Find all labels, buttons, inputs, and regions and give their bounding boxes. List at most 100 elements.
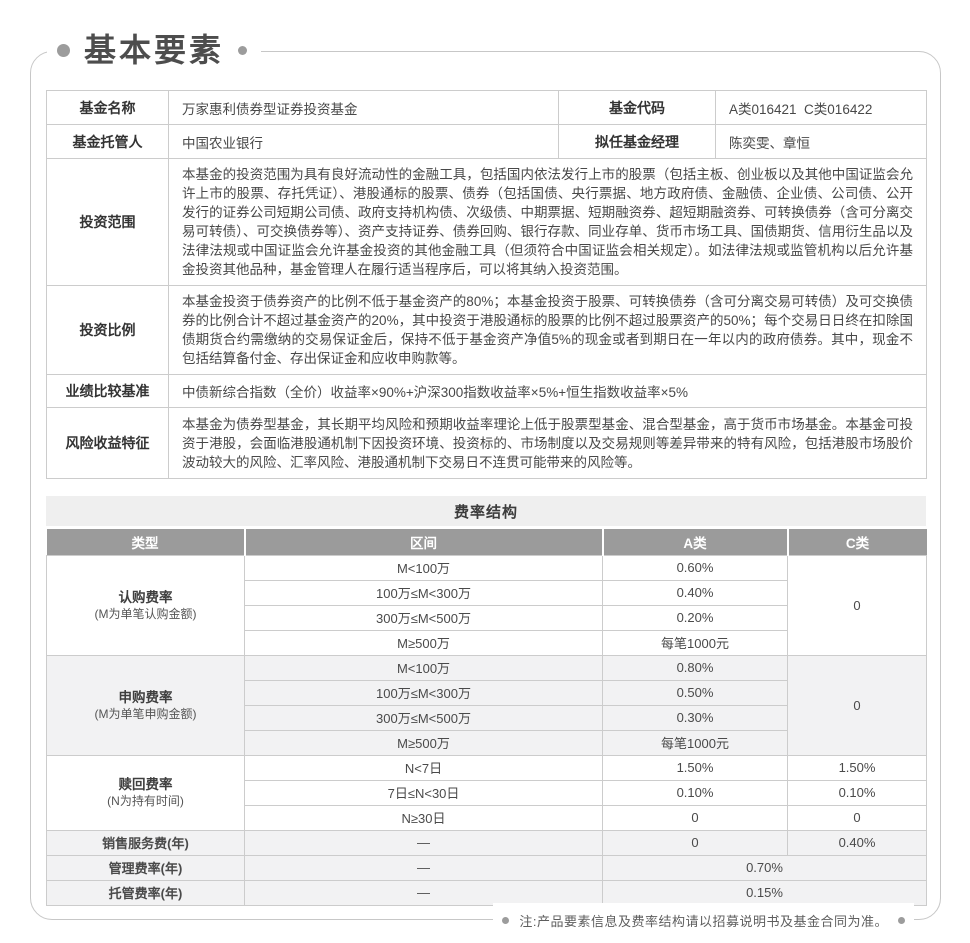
fee-group-sub: (M为单笔申购金额): [94, 706, 197, 721]
fee-group-sub: (N为持有时间): [107, 794, 184, 808]
fee-rate-merged-cell: 0.15%: [602, 879, 927, 906]
scope-text: 本基金的投资范围为具有良好流动性的金融工具，包括国内依法发行上市的股票（包括主板…: [168, 158, 927, 286]
fee-range-cell: M<100万: [244, 554, 603, 581]
fund-name-label: 基金名称: [46, 90, 169, 125]
custodian-value: 中国农业银行: [168, 124, 559, 159]
fee-group-sub: (M为单笔认购金额): [94, 606, 197, 621]
fee-range-cell: —: [244, 829, 603, 856]
fee-range-cell: 100万≤M<300万: [244, 579, 603, 606]
fee-range-cell: —: [244, 854, 603, 881]
page-title: 基本要素: [84, 32, 225, 68]
scope-label: 投资范围: [46, 158, 169, 286]
fee-rate-merged-cell: 0.70%: [602, 854, 927, 881]
benchmark-text: 中债新综合指数（全价）收益率×90%+沪深300指数收益率×5%+恒生指数收益率…: [168, 374, 927, 408]
fee-rate-cell: 0: [602, 804, 788, 831]
fee-table-row: 300万≤M<500万 0.20%: [47, 604, 927, 631]
fee-rate-cell: 0: [602, 829, 788, 856]
fee-structure-title: 费率结构: [46, 496, 926, 526]
ratio-label: 投资比例: [46, 285, 169, 375]
section-title-block: 基本要素: [47, 27, 262, 73]
fee-rate-cell: 0.60%: [602, 554, 788, 581]
title-left-dot-icon: [57, 43, 70, 57]
benchmark-label: 业绩比较基准: [46, 374, 169, 408]
fee-column-header: 区间: [243, 529, 603, 555]
footer-note: 注:产品要素信息及费率结构请以招募说明书及基金合同为准。: [519, 913, 888, 929]
fee-table-row: 销售服务费(年) —0 0.40%: [46, 829, 927, 856]
manager-value: 陈奕雯、章恒: [715, 124, 927, 159]
fee-range-cell: 300万≤M<500万: [244, 604, 603, 631]
fee-table-row: 托管费率(年) —0.15%: [46, 879, 927, 906]
fund-name-value: 万家惠利债券型证券投资基金: [168, 90, 559, 125]
fee-rate-cell: 0.50%: [602, 679, 788, 706]
fee-range-cell: 7日≤N<30日: [244, 779, 603, 806]
fee-range-cell: 100万≤M<300万: [244, 679, 603, 706]
fee-column-header: A类: [601, 529, 788, 555]
fee-group-name: 申购费率: [118, 689, 173, 705]
footer-note-block: 注:产品要素信息及费率结构请以招募说明书及基金合同为准。: [493, 903, 914, 937]
risk-label: 风险收益特征: [46, 407, 169, 479]
table-row: 基金名称 万家惠利债券型证券投资基金 基金代码 A类016421 C类01642…: [46, 90, 927, 125]
fee-group-label-cell: 认购费率 (M为单笔认购金额): [46, 554, 245, 656]
fee-column-header: 类型: [46, 529, 245, 555]
fee-table-row: 100万≤M<300万 0.50%: [47, 679, 927, 706]
fee-row-label-cell: 销售服务费(年): [46, 829, 245, 856]
fee-structure-section: 费率结构 类型 区间 A类 C类 认购费率 (M为单笔认购金额) M<100万 0.60% 0…: [46, 496, 927, 906]
fee-table-row: 300万≤M<500万 0.30%: [47, 704, 927, 731]
fee-range-cell: M<100万: [244, 654, 603, 681]
table-row: 投资比例 本基金投资于债券资产的比例不低于基金资产的80%；本基金投资于股票、可…: [46, 285, 927, 375]
fee-rate-cell: 0.40%: [787, 829, 927, 856]
fee-rate-cell: 0.10%: [787, 779, 927, 806]
title-right-dot-icon: [238, 45, 248, 55]
fee-c-class-merged-cell: 0: [787, 654, 927, 756]
fee-group-label-cell: 赎回费率 (N为持有时间): [46, 754, 245, 831]
fee-range-cell: N≥30日: [244, 804, 603, 831]
fee-range-cell: 300万≤M<500万: [244, 704, 603, 731]
fee-rate-cell: 1.50%: [602, 754, 788, 781]
fee-rate-cell: 0.80%: [602, 654, 788, 681]
fee-group-name: 认购费率: [118, 589, 173, 605]
content-area: 基金名称 万家惠利债券型证券投资基金 基金代码 A类016421 C类01642…: [46, 90, 927, 906]
fund-code-label: 基金代码: [558, 90, 716, 125]
manager-label: 拟任基金经理: [558, 124, 716, 159]
custodian-label: 基金托管人: [46, 124, 169, 159]
risk-text: 本基金为债券型基金，其长期平均风险和预期收益率理论上低于股票型基金、混合型基金，…: [168, 407, 927, 479]
table-row: 业绩比较基准 中债新综合指数（全价）收益率×90%+沪深300指数收益率×5%+…: [46, 374, 927, 408]
fee-rate-cell: 每笔1000元: [602, 729, 788, 756]
fee-table-row: 申购费率 (M为单笔申购金额) M<100万 0.80% 0: [46, 654, 927, 756]
table-row: 投资范围 本基金的投资范围为具有良好流动性的金融工具，包括国内依法发行上市的股票…: [46, 158, 927, 286]
fund-code-value: A类016421 C类016422: [715, 90, 927, 125]
fee-rate-cell: 0.30%: [602, 704, 788, 731]
fee-rate-cell: 0: [787, 804, 927, 831]
fee-rate-cell: 0.20%: [602, 604, 788, 631]
fee-table-row: 7日≤N<30日 0.10% 0.10%: [47, 779, 927, 806]
fee-rate-cell: 0.10%: [602, 779, 788, 806]
fee-range-cell: N<7日: [244, 754, 603, 781]
fee-c-class-merged-cell: 0: [787, 554, 927, 656]
basic-info-table: 基金名称 万家惠利债券型证券投资基金 基金代码 A类016421 C类01642…: [46, 90, 927, 479]
fee-rate-cell: 0.40%: [602, 579, 788, 606]
fee-rate-cell: 每笔1000元: [602, 629, 788, 656]
fee-table-row: 赎回费率 (N为持有时间) N<7日 1.50% 1.50%: [46, 754, 927, 831]
fee-table-row: N≥30日 0 0: [47, 804, 927, 831]
fee-column-header: C类: [786, 529, 927, 555]
note-left-dot-icon: [502, 916, 510, 924]
fee-table-row: 认购费率 (M为单笔认购金额) M<100万 0.60% 0: [46, 554, 927, 656]
fee-rate-cell: 1.50%: [787, 754, 927, 781]
fee-table-row: M≥500万 每笔1000元: [47, 729, 927, 756]
note-right-dot-icon: [898, 916, 905, 924]
table-row: 风险收益特征 本基金为债券型基金，其长期平均风险和预期收益率理论上低于股票型基金…: [46, 407, 927, 479]
fee-row-label-cell: 托管费率(年): [46, 879, 245, 906]
fee-group-name: 赎回费率: [118, 777, 173, 792]
fee-range-cell: —: [244, 879, 603, 906]
fee-table-row: 100万≤M<300万 0.40%: [47, 579, 927, 606]
ratio-text: 本基金投资于债券资产的比例不低于基金资产的80%；本基金投资于股票、可转换债券（…: [168, 285, 927, 375]
fee-group-label-cell: 申购费率 (M为单笔申购金额): [46, 654, 245, 756]
fee-row-label-cell: 管理费率(年): [46, 854, 245, 881]
table-row: 基金托管人 中国农业银行 拟任基金经理 陈奕雯、章恒: [46, 124, 927, 159]
fee-range-cell: M≥500万: [244, 629, 603, 656]
fee-structure-table: 类型 区间 A类 C类 认购费率 (M为单笔认购金额) M<100万 0.60% 0 100万≤…: [46, 529, 927, 906]
fee-header-row: 类型 区间 A类 C类: [46, 529, 927, 555]
rounded-border-panel: [30, 51, 941, 920]
fee-range-cell: M≥500万: [244, 729, 603, 756]
